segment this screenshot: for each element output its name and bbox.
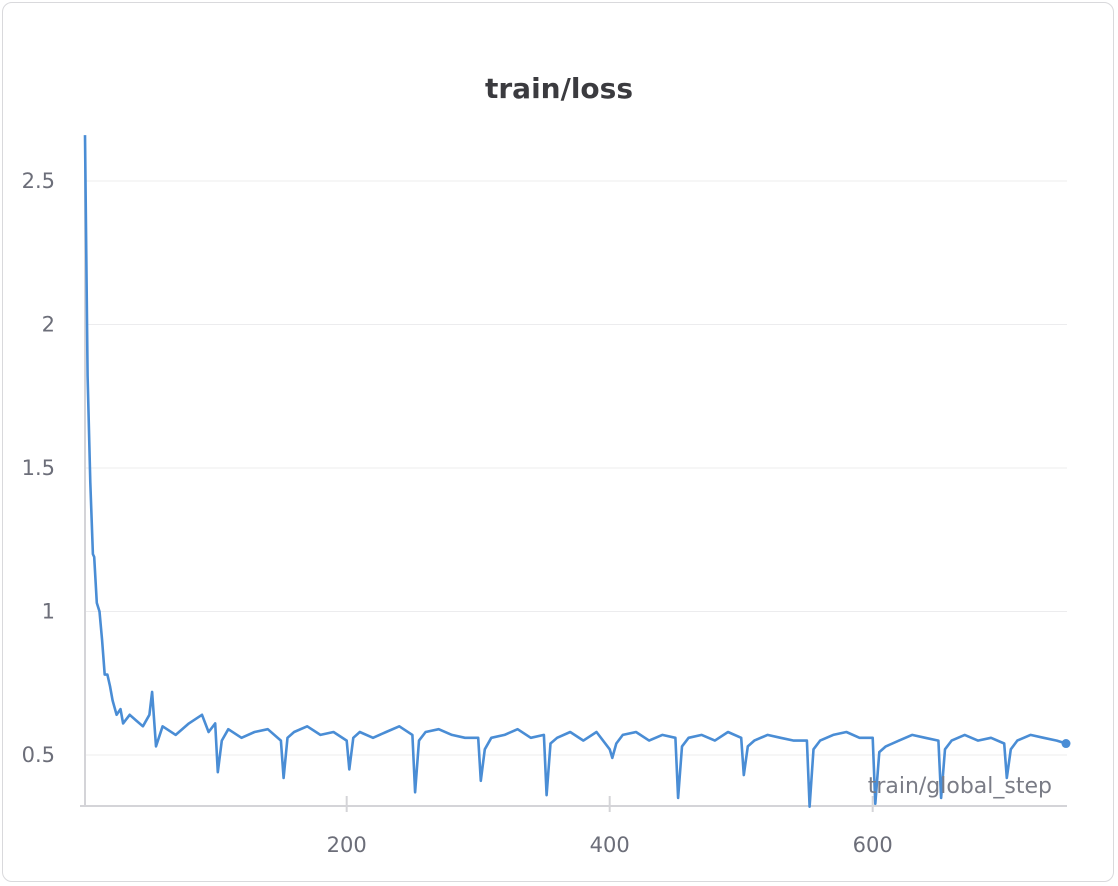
y-tick-label: 0.5 xyxy=(22,743,55,767)
grid-lines xyxy=(85,180,1067,756)
y-axis-ticks: 0.5 1 1.5 2 2.5 xyxy=(22,169,55,767)
series-group xyxy=(83,135,1071,809)
x-axis-label: train/global_step xyxy=(868,774,1052,799)
axes xyxy=(80,136,1067,807)
x-tick-label: 400 xyxy=(590,833,630,857)
x-tick-label: 600 xyxy=(853,833,893,857)
chart-title: train/loss xyxy=(484,72,633,105)
x-tick-label: 200 xyxy=(327,833,367,857)
y-tick-label: 2.5 xyxy=(22,169,55,193)
series-end-point xyxy=(1061,739,1071,749)
loss-series-line xyxy=(83,135,1067,809)
y-tick-label: 2 xyxy=(42,313,55,337)
y-tick-label: 1 xyxy=(42,600,55,624)
x-axis-ticks: 200 400 600 xyxy=(327,796,893,857)
y-tick-label: 1.5 xyxy=(22,456,55,480)
